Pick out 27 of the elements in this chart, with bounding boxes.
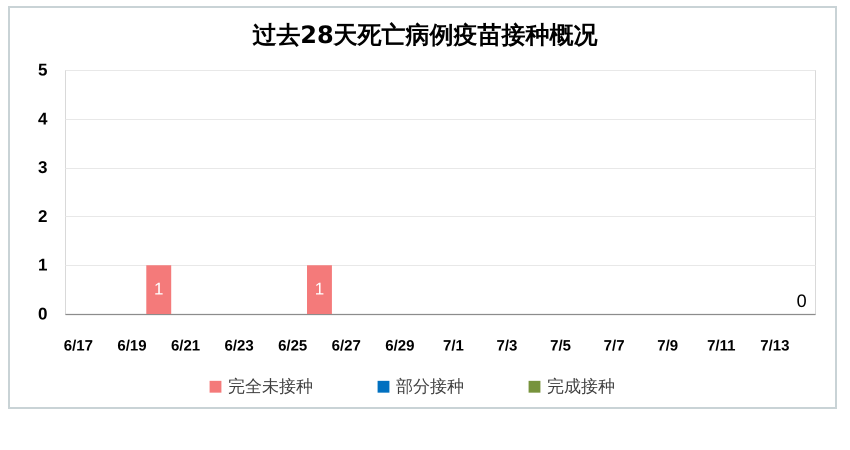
x-tick-label: 7/3: [496, 338, 518, 354]
legend-label: 部分接种: [396, 376, 464, 396]
data-label: 1: [314, 280, 324, 299]
x-tick-label: 6/27: [332, 338, 361, 354]
data-label: 1: [154, 280, 164, 299]
x-tick-label: 6/19: [117, 338, 147, 354]
x-tick-label: 7/5: [550, 338, 571, 354]
y-tick-label: 0: [38, 304, 48, 324]
x-tick-label: 6/29: [385, 338, 414, 354]
chart-title: 过去28天死亡病例疫苗接种概况: [251, 21, 599, 49]
legend-label: 完全未接种: [228, 376, 313, 396]
y-tick-label: 3: [38, 158, 48, 178]
x-tick-label: 7/9: [657, 338, 678, 354]
x-tick-label: 7/1: [442, 338, 464, 354]
y-tick-label: 2: [38, 206, 48, 226]
x-tick-label: 6/25: [278, 338, 308, 354]
x-tick-label: 7/13: [760, 338, 790, 354]
x-tick-label: 6/23: [224, 338, 254, 354]
data-label: 0: [796, 291, 807, 311]
y-tick-label: 4: [38, 109, 48, 128]
x-tick-label: 6/21: [170, 338, 200, 354]
x-tick-label: 7/11: [707, 338, 736, 354]
y-tick-label: 5: [38, 60, 48, 80]
x-tick-label: 7/7: [604, 338, 625, 354]
y-tick-label: 1: [38, 256, 48, 275]
x-tick-label: 6/17: [64, 338, 93, 354]
legend-label: 完成接种: [547, 376, 615, 396]
